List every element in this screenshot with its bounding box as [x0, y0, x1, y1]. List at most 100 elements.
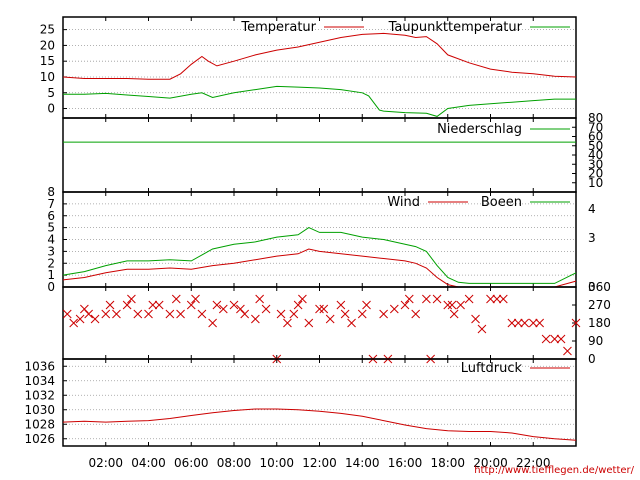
y-tick-label: 1030 [24, 403, 55, 417]
direction-marker [75, 314, 85, 324]
y-tick-label: 1032 [24, 388, 55, 402]
series-line-boeen [62, 227, 577, 284]
direction-marker [492, 294, 502, 304]
direction-marker [389, 304, 399, 314]
direction-marker [171, 294, 181, 304]
y-tick-label: 1026 [24, 432, 55, 446]
y-tick-label: 10 [588, 176, 603, 190]
y-tick-label: 8 [47, 185, 55, 199]
direction-marker [186, 300, 196, 310]
direction-marker [289, 309, 299, 319]
direction-marker [276, 309, 286, 319]
direction-marker [112, 309, 121, 319]
legend-label: Temperatur [240, 20, 316, 35]
direction-marker [571, 318, 581, 328]
y-tick-label: 2 [47, 256, 55, 270]
series-line-temperatur [62, 32, 577, 80]
direction-marker [513, 318, 523, 328]
direction-marker [520, 318, 530, 328]
direction-marker [218, 304, 228, 314]
x-tick-label: 08:00 [217, 456, 252, 470]
y-tick-label: 20 [40, 38, 55, 52]
direction-marker [165, 309, 175, 319]
y-tick-label: 6 [47, 209, 55, 223]
x-tick-label: 10:00 [259, 456, 294, 470]
y-tick-label: 0 [47, 102, 55, 116]
y-tick-label: 80 [588, 111, 603, 125]
direction-marker [347, 318, 356, 328]
direction-marker [293, 300, 303, 310]
x-tick-label: 12:00 [302, 456, 337, 470]
direction-marker [357, 309, 367, 319]
direction-marker [443, 300, 453, 310]
direction-marker [191, 294, 200, 304]
x-tick-label: 06:00 [174, 456, 209, 470]
direction-marker [304, 318, 314, 328]
y-tick-label: 60 [588, 130, 603, 144]
y-tick-label: 20 [588, 167, 603, 181]
y-tick-label: 1034 [24, 374, 55, 388]
y-tick-label: 30 [588, 157, 603, 171]
legend-label: Niederschlag [437, 122, 522, 137]
direction-marker [422, 294, 431, 304]
panel-frame [62, 286, 577, 360]
direction-marker [362, 300, 371, 310]
right-tick-label: 0 [588, 280, 596, 294]
source-link[interactable]: http://www.tiefflegen.de/wetter/ [474, 465, 634, 476]
y-tick-label: 25 [40, 23, 55, 37]
direction-marker [507, 318, 517, 328]
right-tick-label: 4 [588, 202, 596, 216]
y-tick-label: 4 [47, 233, 55, 247]
direction-marker [486, 294, 495, 304]
direction-marker [535, 318, 545, 328]
direction-marker [528, 318, 538, 328]
direction-marker [315, 304, 324, 314]
legend-label: Boeen [481, 195, 522, 210]
series-line-luftdruck [62, 408, 577, 441]
direction-marker [477, 324, 487, 334]
x-tick-label: 04:00 [131, 456, 166, 470]
y-tick-label: 5 [47, 221, 55, 235]
y-tick-label: 180 [588, 316, 611, 330]
direction-marker [236, 304, 245, 314]
direction-marker [208, 318, 217, 328]
y-tick-label: 90 [588, 334, 603, 348]
direction-marker [255, 294, 265, 304]
direction-marker [325, 314, 335, 324]
right-tick-label: 3 [588, 231, 596, 245]
x-tick-label: 14:00 [345, 456, 380, 470]
direction-marker [498, 294, 508, 304]
y-tick-label: 360 [588, 280, 611, 294]
direction-marker [464, 294, 474, 304]
x-tick-label: 22:00 [516, 456, 551, 470]
direction-marker [456, 300, 465, 310]
direction-marker [404, 294, 414, 304]
direction-marker [84, 309, 94, 319]
y-tick-label: 0 [588, 352, 596, 366]
x-tick-label: 18:00 [430, 456, 465, 470]
y-tick-label: 3 [47, 244, 55, 258]
direction-marker [148, 300, 158, 310]
legend-label: Taupunkttemperatur [388, 20, 523, 35]
direction-marker [69, 318, 79, 328]
direction-marker [261, 304, 271, 314]
direction-marker [101, 309, 111, 319]
y-tick-label: 1036 [24, 359, 55, 373]
y-tick-label: 15 [40, 54, 55, 68]
y-tick-label: 40 [588, 148, 603, 162]
y-tick-label: 7 [47, 197, 55, 211]
direction-marker [340, 309, 350, 319]
direction-marker [154, 300, 164, 310]
legend-label: Luftdruck [461, 361, 523, 376]
direction-marker [563, 346, 572, 356]
x-tick-label: 20:00 [473, 456, 508, 470]
y-tick-label: 1028 [24, 417, 55, 431]
direction-marker [319, 304, 329, 314]
x-tick-label: 02:00 [88, 456, 123, 470]
direction-marker [556, 334, 566, 344]
direction-marker [144, 309, 153, 319]
direction-marker [432, 294, 442, 304]
y-tick-label: 1 [47, 268, 55, 282]
direction-marker [298, 294, 307, 304]
